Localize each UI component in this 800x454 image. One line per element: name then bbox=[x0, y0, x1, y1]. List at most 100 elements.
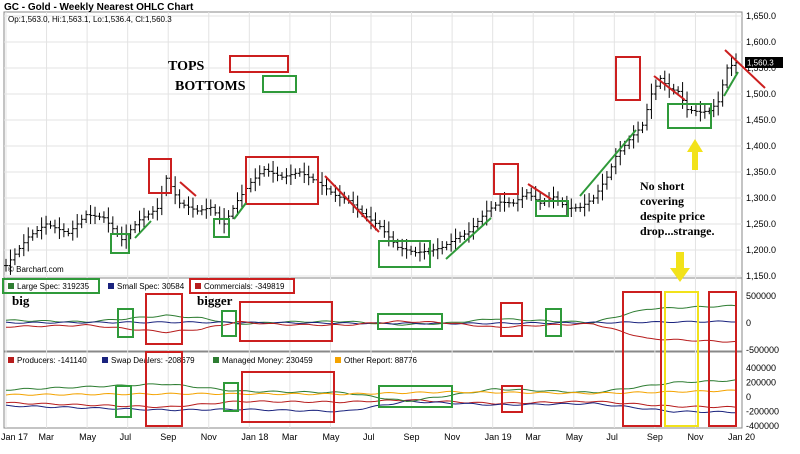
down-trend-line bbox=[324, 175, 380, 233]
ohlc-bar bbox=[235, 192, 240, 216]
bottom-box bbox=[115, 385, 132, 418]
cot-tick-label: 0 bbox=[746, 318, 751, 328]
x-tick-label: Jul bbox=[606, 432, 618, 442]
price-bars bbox=[4, 53, 738, 275]
cot-annotations bbox=[115, 291, 737, 427]
ohlc-bar bbox=[48, 220, 53, 229]
ohlc-bar bbox=[97, 212, 102, 221]
ohlc-bar bbox=[422, 243, 427, 260]
ohlc-bar bbox=[150, 206, 155, 219]
ohlc-bar bbox=[297, 168, 302, 177]
ohlc-bar bbox=[93, 206, 98, 225]
ohlc-bar bbox=[284, 168, 289, 185]
ohlc-bar bbox=[369, 206, 373, 230]
other-report-swatch bbox=[335, 357, 341, 363]
ohlc-bar bbox=[337, 185, 342, 207]
top-box bbox=[145, 293, 183, 345]
large-spec-highlight bbox=[2, 278, 100, 294]
price-tick-label: 1,500.0 bbox=[746, 89, 776, 99]
ohlc-bar bbox=[173, 176, 178, 205]
yellow-highlight-box bbox=[664, 291, 699, 427]
x-tick-label: Mar bbox=[525, 432, 541, 442]
label-bigger: bigger bbox=[197, 293, 233, 308]
ohlc-bar bbox=[12, 248, 17, 266]
legend-small-spec: Small Spec: 30584 bbox=[117, 282, 185, 291]
ohlc-bar bbox=[133, 221, 138, 234]
price-tick-label: 1,350.0 bbox=[746, 167, 776, 177]
bottoms-label: BOTTOMS bbox=[175, 79, 246, 94]
x-tick-label: Jul bbox=[363, 432, 375, 442]
yellow-arrow-down bbox=[670, 252, 690, 282]
ohlc-bar bbox=[231, 205, 236, 220]
bottom-box bbox=[117, 308, 134, 338]
ohlc-bar bbox=[489, 201, 494, 218]
ohlc-bar bbox=[57, 217, 62, 239]
ohlc-bar bbox=[551, 186, 556, 209]
ohlc-bar bbox=[431, 243, 436, 257]
legend-swap-dealers: Swap Dealers: -208679 bbox=[111, 356, 195, 365]
yellow-arrow-up bbox=[687, 139, 703, 170]
ohlc-bar bbox=[70, 220, 75, 241]
bottom-box bbox=[378, 240, 431, 268]
ohlc-bar bbox=[239, 184, 244, 210]
ohlc-bar bbox=[44, 215, 49, 235]
commercials-highlight bbox=[189, 278, 295, 294]
grid bbox=[4, 12, 742, 428]
top-box bbox=[615, 56, 641, 101]
ohlc-bar bbox=[88, 205, 93, 225]
label-big: big bbox=[12, 293, 30, 308]
price-tick-label: 1,650.0 bbox=[746, 11, 776, 21]
x-tick-label: May bbox=[79, 432, 97, 442]
price-tick-label: 1,150.0 bbox=[746, 271, 776, 281]
price-tick-label: 1,300.0 bbox=[746, 193, 776, 203]
note-line-3: despite price bbox=[640, 209, 706, 223]
ohlc-bar bbox=[328, 185, 333, 195]
ohlc-bar bbox=[596, 184, 601, 204]
last-value-badge bbox=[745, 57, 783, 68]
ohlc-bar bbox=[377, 220, 382, 230]
ohlc-bar bbox=[600, 173, 605, 201]
up-trend-line bbox=[579, 129, 637, 197]
ohlc-bar bbox=[293, 168, 298, 179]
tops-key-box bbox=[229, 55, 289, 73]
ohlc-bar bbox=[39, 217, 44, 240]
swap-dealers-swatch bbox=[102, 357, 108, 363]
ohlc-bar bbox=[253, 168, 258, 192]
x-tick-label: Jan 19 bbox=[485, 432, 512, 442]
ohlc-bar bbox=[729, 56, 734, 77]
ohlc-bar bbox=[279, 172, 284, 181]
tops-label: TOPS bbox=[168, 59, 205, 74]
top-box bbox=[493, 163, 519, 195]
ohlc-bar bbox=[511, 199, 516, 207]
producers-line bbox=[5, 399, 737, 409]
ohlc-bar bbox=[266, 163, 271, 177]
ohlc-bar bbox=[440, 240, 445, 255]
ohlc-bar bbox=[569, 198, 574, 217]
x-tick-label: Nov bbox=[687, 432, 704, 442]
ohlc-bar bbox=[449, 233, 454, 252]
ohlc-bar bbox=[35, 225, 40, 238]
note-line-2: covering bbox=[640, 194, 684, 208]
price-tick-label: 1,400.0 bbox=[746, 141, 776, 151]
ohlc-bar bbox=[213, 204, 218, 216]
x-tick-label: Jan 18 bbox=[241, 432, 268, 442]
bottom-box bbox=[545, 308, 562, 337]
legend-other-report: Other Report: 88776 bbox=[344, 356, 417, 365]
x-tick-label: Nov bbox=[444, 432, 461, 442]
ohlc-bar bbox=[248, 178, 253, 193]
large-spec-line bbox=[5, 304, 737, 326]
cot-tick-label: 400000 bbox=[746, 363, 776, 373]
ohlc-bar bbox=[262, 166, 267, 177]
ohlc-bar bbox=[702, 104, 707, 119]
ohlc-bar bbox=[66, 228, 71, 237]
cot-tick-label: -500000 bbox=[746, 345, 779, 355]
ohlc-bar bbox=[4, 258, 8, 272]
bottom-box bbox=[213, 218, 230, 238]
managed-money-swatch bbox=[213, 357, 219, 363]
down-trend-line bbox=[527, 183, 552, 200]
ohlc-bar bbox=[618, 140, 623, 166]
cot-tick-label: -400000 bbox=[746, 421, 779, 431]
note-line-4: drop...strange. bbox=[640, 224, 714, 238]
ohlc-bar bbox=[21, 234, 26, 257]
